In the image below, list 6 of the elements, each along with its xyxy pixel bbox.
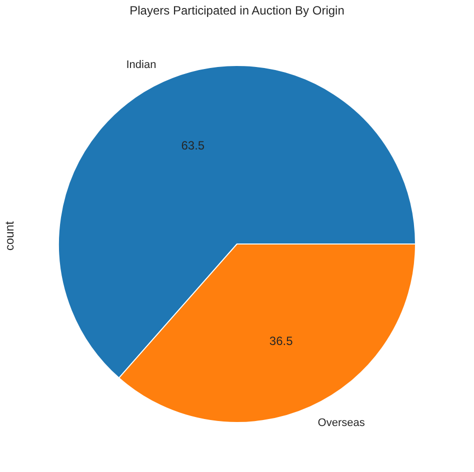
data-label: 36.5 [269,334,294,348]
chart-title: Players Participated in Auction By Origin [130,3,344,18]
slice-label: Indian [126,59,156,72]
data-label: 63.5 [181,138,205,153]
slice-label: Overseas [318,416,366,429]
text: count [2,220,16,251]
